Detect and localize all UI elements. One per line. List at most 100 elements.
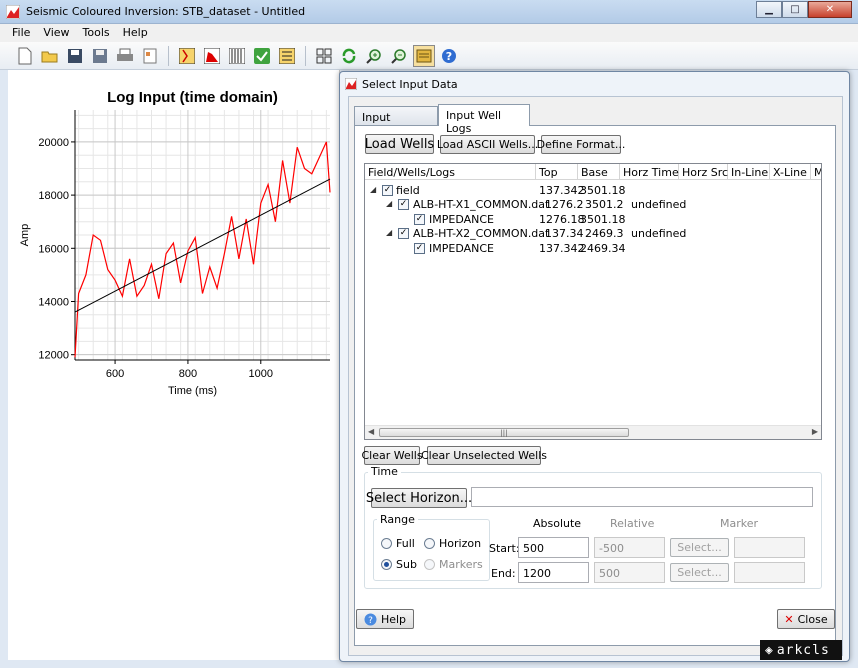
- collapse-arrow-icon[interactable]: ◢: [370, 185, 377, 194]
- end-marker-select-button[interactable]: Select...: [670, 563, 729, 582]
- help-circle-icon: ?: [364, 613, 377, 626]
- checkbox[interactable]: ✓: [398, 228, 409, 239]
- collapse-arrow-icon[interactable]: ◢: [386, 228, 393, 237]
- collapse-arrow-icon[interactable]: ◢: [386, 199, 393, 208]
- menu-help[interactable]: Help: [122, 26, 148, 39]
- menu-file[interactable]: File: [12, 26, 31, 39]
- report-icon[interactable]: [139, 45, 161, 67]
- checkbox[interactable]: ✓: [414, 214, 425, 225]
- end-marker-field[interactable]: [734, 562, 805, 583]
- tree-row[interactable]: ◢ ✓ ALB-HT-X2_COMMON.dat 137.34 2469.3 u…: [365, 226, 821, 241]
- checkbox[interactable]: ✓: [414, 243, 425, 254]
- range-sub-radio[interactable]: [381, 559, 392, 570]
- scrollbar-thumb[interactable]: |||: [379, 428, 629, 437]
- check-icon[interactable]: [251, 45, 273, 67]
- col-header-horz-time[interactable]: Horz Time: [620, 164, 679, 180]
- col-header-base[interactable]: Base: [578, 164, 620, 180]
- operator-icon[interactable]: [276, 45, 298, 67]
- range-horizon-radio[interactable]: [424, 538, 435, 549]
- scroll-right-icon[interactable]: ▶: [811, 427, 818, 436]
- dialog-app-icon: [345, 78, 357, 90]
- help-button-label: Help: [380, 612, 407, 626]
- row-name: ALB-HT-X1_COMMON.dat: [413, 198, 550, 211]
- row-top: 137.342: [539, 242, 585, 255]
- marker-header: Marker: [720, 517, 759, 530]
- log-input-chart: 600 800 1000 12000 14000 16000 18000 20000 Log I…: [19, 89, 331, 397]
- select-horizon-button[interactable]: Select Horizon...: [366, 488, 472, 508]
- spectrum-icon[interactable]: [201, 45, 223, 67]
- open-folder-icon[interactable]: [39, 45, 61, 67]
- maximize-button[interactable]: □: [782, 1, 808, 18]
- minimize-button[interactable]: ▁: [756, 1, 782, 18]
- seismic-wavelet-icon[interactable]: [176, 45, 198, 67]
- window-title: Seismic Coloured Inversion: STB_dataset …: [26, 5, 306, 18]
- select-input-data-dialog: Select Input Data Input Seismic Input We…: [339, 71, 850, 662]
- save-as-icon[interactable]: [89, 45, 111, 67]
- load-ascii-wells-button[interactable]: Load ASCII Wells...: [437, 135, 538, 154]
- row-base: 3501.18: [580, 184, 626, 197]
- range-full-radio[interactable]: [381, 538, 392, 549]
- end-absolute-field[interactable]: 1200: [518, 562, 589, 583]
- plot-panel: 600 800 1000 12000 14000 16000 18000 20000 Log I…: [8, 70, 340, 660]
- scroll-left-icon[interactable]: ◀: [368, 427, 375, 436]
- close-button[interactable]: ✕ Close: [777, 609, 835, 629]
- wells-tree[interactable]: Field/Wells/Logs Top Base Horz Time Horz…: [364, 163, 822, 440]
- tree-row[interactable]: ✓ IMPEDANCE 137.342 2469.34: [365, 241, 821, 256]
- start-marker-select-button[interactable]: Select...: [670, 538, 729, 557]
- absolute-header: Absolute: [533, 517, 582, 530]
- row-name: ALB-HT-X2_COMMON.dat: [413, 227, 550, 240]
- col-header-xline[interactable]: X-Line: [770, 164, 811, 180]
- define-format-button[interactable]: Define Format...: [537, 135, 625, 154]
- status-bar: [0, 660, 858, 668]
- col-header-horz-src[interactable]: Horz Src: [679, 164, 728, 180]
- save-icon[interactable]: [64, 45, 86, 67]
- col-header-inline[interactable]: In-Line: [728, 164, 770, 180]
- col-header-name[interactable]: Field/Wells/Logs: [365, 164, 536, 180]
- menu-view[interactable]: View: [43, 26, 70, 39]
- clear-unselected-wells-button[interactable]: Clear Unselected Wells: [421, 446, 547, 465]
- clear-wells-button[interactable]: Clear Wells: [361, 446, 423, 465]
- range-markers-radio[interactable]: [424, 559, 435, 570]
- checkbox[interactable]: ✓: [382, 185, 393, 196]
- col-header-m[interactable]: M: [811, 164, 821, 180]
- x-tick-label: 1000: [249, 368, 273, 380]
- horizon-field[interactable]: [471, 487, 813, 507]
- time-group-label: Time: [368, 465, 401, 478]
- help-icon[interactable]: ?: [438, 45, 460, 67]
- well-logs-panel: Load Wells Load ASCII Wells... Define Fo…: [354, 125, 836, 646]
- checkbox[interactable]: ✓: [398, 199, 409, 210]
- tree-row[interactable]: ◢ ✓ field 137.342 3501.18: [365, 183, 821, 198]
- range-full-label: Full: [396, 537, 415, 550]
- grid-icon[interactable]: [313, 45, 335, 67]
- row-top: 137.342: [539, 184, 585, 197]
- start-relative-field[interactable]: -500: [594, 537, 665, 558]
- help-button[interactable]: ? Help: [356, 609, 414, 629]
- zoom-in-icon[interactable]: [363, 45, 385, 67]
- row-base: 2469.3: [585, 227, 624, 240]
- close-window-button[interactable]: ✕: [808, 1, 852, 18]
- x-tick-label: 600: [106, 368, 124, 380]
- tab-input-seismic[interactable]: Input Seismic: [354, 106, 438, 137]
- close-button-label: Close: [797, 612, 828, 626]
- tab-input-well-logs[interactable]: Input Well Logs: [438, 104, 530, 135]
- time-group: Time Select Horizon... Range Full Horizo…: [364, 465, 822, 589]
- start-absolute-field[interactable]: 500: [518, 537, 589, 558]
- log-panel-icon[interactable]: [413, 44, 435, 67]
- col-header-top[interactable]: Top: [536, 164, 578, 180]
- print-icon[interactable]: [114, 45, 136, 67]
- traces-icon[interactable]: [226, 45, 248, 67]
- menu-tools[interactable]: Tools: [82, 26, 110, 39]
- tree-row[interactable]: ✓ IMPEDANCE 1276.18 3501.18: [365, 212, 821, 227]
- new-file-icon[interactable]: [14, 45, 36, 67]
- dialog-titlebar: Select Input Data: [340, 72, 849, 96]
- x-axis-label: Time (ms): [168, 385, 217, 397]
- zoom-out-icon[interactable]: [388, 45, 410, 67]
- end-relative-field[interactable]: 500: [594, 562, 665, 583]
- load-wells-button[interactable]: Load Wells: [365, 134, 434, 154]
- start-marker-field[interactable]: [734, 537, 805, 558]
- row-base: 3501.18: [580, 213, 626, 226]
- row-name: IMPEDANCE: [429, 242, 494, 255]
- tree-row[interactable]: ◢ ✓ ALB-HT-X1_COMMON.dat 1276.2 3501.2 u…: [365, 197, 821, 212]
- horizontal-scrollbar[interactable]: ◀ ||| ▶: [365, 425, 821, 439]
- refresh-icon[interactable]: [338, 45, 360, 67]
